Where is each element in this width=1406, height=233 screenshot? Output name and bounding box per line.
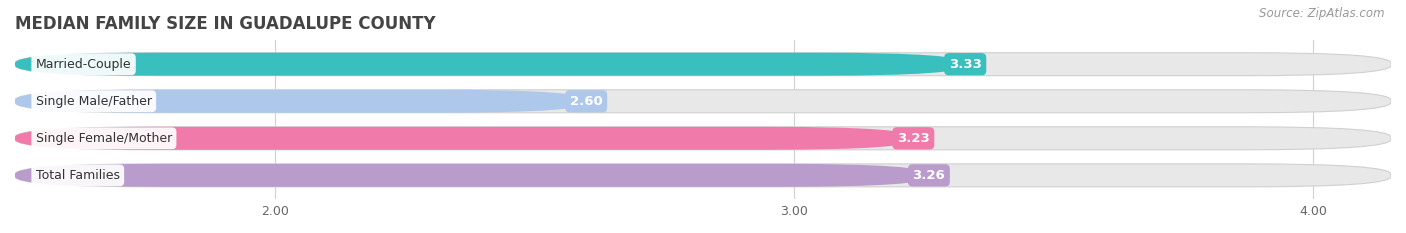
Text: 3.26: 3.26: [912, 169, 945, 182]
Text: Total Families: Total Families: [35, 169, 120, 182]
Text: Married-Couple: Married-Couple: [35, 58, 131, 71]
Text: 2.60: 2.60: [569, 95, 603, 108]
FancyBboxPatch shape: [15, 127, 914, 150]
Text: Single Male/Father: Single Male/Father: [35, 95, 152, 108]
Text: MEDIAN FAMILY SIZE IN GUADALUPE COUNTY: MEDIAN FAMILY SIZE IN GUADALUPE COUNTY: [15, 15, 436, 33]
FancyBboxPatch shape: [15, 53, 965, 76]
Text: Single Female/Mother: Single Female/Mother: [35, 132, 172, 145]
FancyBboxPatch shape: [15, 164, 929, 187]
Text: 3.23: 3.23: [897, 132, 929, 145]
FancyBboxPatch shape: [15, 53, 1391, 76]
FancyBboxPatch shape: [15, 90, 1391, 113]
Text: Source: ZipAtlas.com: Source: ZipAtlas.com: [1260, 7, 1385, 20]
FancyBboxPatch shape: [15, 90, 586, 113]
FancyBboxPatch shape: [15, 164, 1391, 187]
FancyBboxPatch shape: [15, 127, 1391, 150]
Text: 3.33: 3.33: [949, 58, 981, 71]
